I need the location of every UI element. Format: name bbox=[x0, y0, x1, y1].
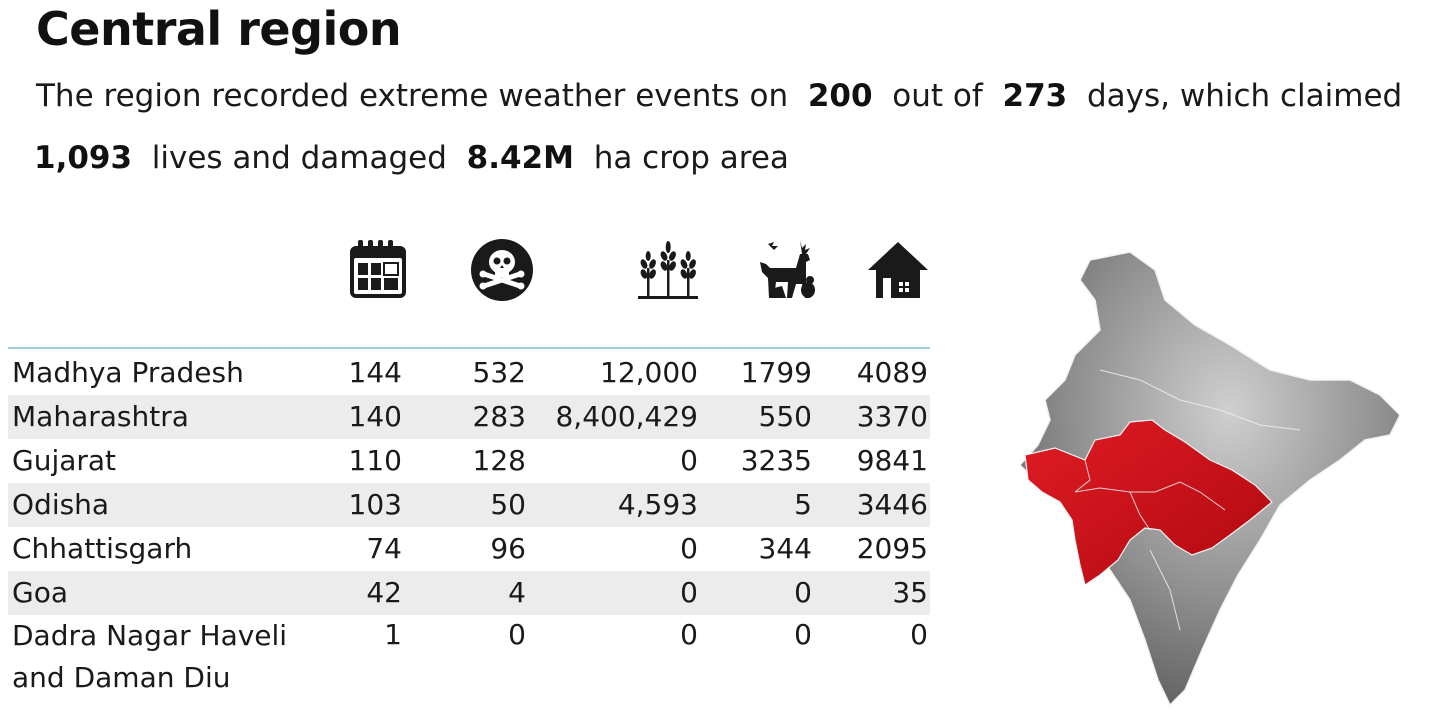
crop-cell: 4,593 bbox=[528, 483, 700, 527]
crop-cell: 0 bbox=[680, 532, 698, 565]
summary-text: The region recorded extreme weather even… bbox=[34, 70, 1426, 194]
total-days-value: 273 bbox=[1002, 78, 1068, 114]
state-name: Gujarat bbox=[12, 444, 117, 477]
table-row: Chhattisgarh 74 96 0 344 2095 bbox=[8, 527, 930, 571]
houses-cell: 9841 bbox=[856, 444, 928, 477]
summary-part2: out of bbox=[892, 78, 983, 114]
summary-part1: The region recorded extreme weather even… bbox=[36, 78, 789, 114]
days-cell: 1 bbox=[384, 618, 402, 651]
summary-part3: days, which claimed bbox=[1086, 78, 1403, 114]
days-cell: 74 bbox=[366, 532, 402, 565]
houses-cell: 3370 bbox=[814, 395, 930, 439]
crop-area-value: 8.42M bbox=[466, 140, 574, 176]
animals-cell: 5 bbox=[700, 483, 814, 527]
deaths-cell: 4 bbox=[404, 571, 528, 615]
days-cell: 140 bbox=[308, 395, 404, 439]
table-row: Goa 42 4 0 0 35 bbox=[8, 571, 930, 615]
table-row: Dadra Nagar Haveli and Daman Diu 1 0 0 0… bbox=[8, 615, 930, 703]
state-name-text: Dadra Nagar Haveli and Daman Diu bbox=[12, 619, 288, 694]
deaths-cell: 50 bbox=[404, 483, 528, 527]
days-with-events-value: 200 bbox=[807, 78, 873, 114]
crop-cell: 8,400,429 bbox=[528, 395, 700, 439]
table-divider bbox=[8, 347, 930, 349]
state-name: Odisha bbox=[8, 483, 308, 527]
houses-cell: 4089 bbox=[856, 356, 928, 389]
animals-icon bbox=[756, 238, 820, 302]
crops-icon bbox=[636, 238, 700, 302]
days-cell: 144 bbox=[348, 356, 402, 389]
skull-crossbones-icon bbox=[470, 238, 534, 302]
houses-cell: 0 bbox=[910, 618, 928, 651]
state-name: Madhya Pradesh bbox=[12, 356, 244, 389]
deaths-cell: 96 bbox=[490, 532, 526, 565]
deaths-cell: 532 bbox=[472, 356, 526, 389]
houses-cell: 2095 bbox=[856, 532, 928, 565]
state-name: Chhattisgarh bbox=[12, 532, 193, 565]
state-data-table: Madhya Pradesh 144 532 12,000 1799 4089 … bbox=[8, 351, 930, 703]
table-row: Odisha 103 50 4,593 5 3446 bbox=[8, 483, 930, 527]
state-name: Maharashtra bbox=[8, 395, 308, 439]
animals-cell: 3235 bbox=[740, 444, 812, 477]
crop-cell: 12,000 bbox=[600, 356, 698, 389]
lives-value: 1,093 bbox=[34, 140, 133, 176]
houses-cell: 3446 bbox=[814, 483, 930, 527]
calendar-icon bbox=[346, 238, 410, 302]
page-title: Central region bbox=[36, 2, 402, 56]
state-name: Goa bbox=[8, 571, 308, 615]
days-cell: 103 bbox=[308, 483, 404, 527]
summary-part5: ha crop area bbox=[593, 140, 789, 176]
table-row: Madhya Pradesh 144 532 12,000 1799 4089 bbox=[8, 351, 930, 395]
animals-cell: 0 bbox=[700, 571, 814, 615]
animals-cell: 0 bbox=[794, 618, 812, 651]
column-icons bbox=[0, 238, 940, 308]
deaths-cell: 128 bbox=[472, 444, 526, 477]
summary-part4: lives and damaged bbox=[151, 140, 447, 176]
india-region-map bbox=[980, 230, 1428, 720]
animals-cell: 344 bbox=[758, 532, 812, 565]
state-name: Dadra Nagar Haveli and Daman Diu bbox=[8, 615, 308, 703]
highlighted-central-region bbox=[1024, 419, 1273, 586]
deaths-cell: 0 bbox=[508, 618, 526, 651]
days-cell: 110 bbox=[348, 444, 402, 477]
house-icon bbox=[866, 238, 930, 302]
animals-cell: 550 bbox=[700, 395, 814, 439]
houses-cell: 35 bbox=[814, 571, 930, 615]
crop-cell: 0 bbox=[680, 618, 698, 651]
crop-cell: 0 bbox=[680, 444, 698, 477]
animals-cell: 1799 bbox=[740, 356, 812, 389]
table-row: Gujarat 110 128 0 3235 9841 bbox=[8, 439, 930, 483]
deaths-cell: 283 bbox=[404, 395, 528, 439]
days-cell: 42 bbox=[308, 571, 404, 615]
table-row: Maharashtra 140 283 8,400,429 550 3370 bbox=[8, 395, 930, 439]
crop-cell: 0 bbox=[528, 571, 700, 615]
